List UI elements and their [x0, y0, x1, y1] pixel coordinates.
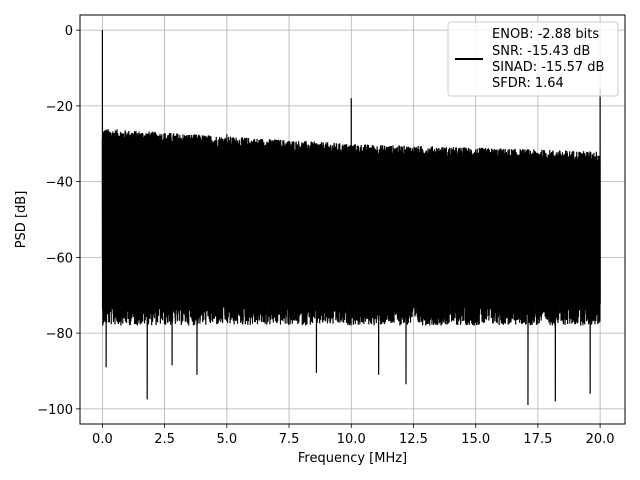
x-tick-label: 17.5	[523, 432, 552, 447]
y-tick-label: −40	[46, 176, 73, 191]
y-axis-ticks: 0 −20 −40 −60 −80 −100	[37, 24, 80, 418]
y-tick-label: 0	[65, 24, 73, 39]
legend-entry-snr: SNR: -15.43 dB	[492, 44, 590, 59]
y-tick-label: −80	[46, 327, 73, 342]
legend-box	[447, 21, 619, 97]
series-psd	[101, 30, 601, 406]
x-tick-label: 10.0	[337, 432, 366, 447]
legend-entry-enob: ENOB: -2.88 bits	[492, 27, 599, 42]
x-tick-label: 2.5	[154, 432, 175, 447]
y-tick-label: −100	[37, 403, 73, 418]
x-tick-label: 0.0	[92, 432, 113, 447]
y-axis-label: PSD [dB]	[14, 191, 29, 249]
psd-trace	[101, 30, 601, 406]
y-tick-label: −20	[46, 100, 73, 115]
legend-entry-sinad: SINAD: -15.57 dB	[492, 60, 604, 75]
plot-frame	[79, 14, 626, 425]
x-tick-label: 5.0	[216, 432, 237, 447]
x-tick-label: 12.5	[399, 432, 428, 447]
legend-entry-sfdr: SFDR: 1.64	[492, 76, 564, 91]
x-tick-label: 7.5	[279, 432, 300, 447]
y-tick-label: −60	[46, 251, 73, 266]
x-tick-label: 20.0	[586, 432, 615, 447]
legend: ENOB: -2.88 bits SNR: -15.43 dB SINAD: -…	[447, 21, 619, 97]
x-axis-label: Frequency [MHz]	[298, 451, 407, 466]
x-tick-label: 15.0	[461, 432, 490, 447]
x-axis-ticks: 0.0 2.5 5.0 7.5 10.0 12.5 15.0 17.5 20.0	[92, 424, 615, 447]
